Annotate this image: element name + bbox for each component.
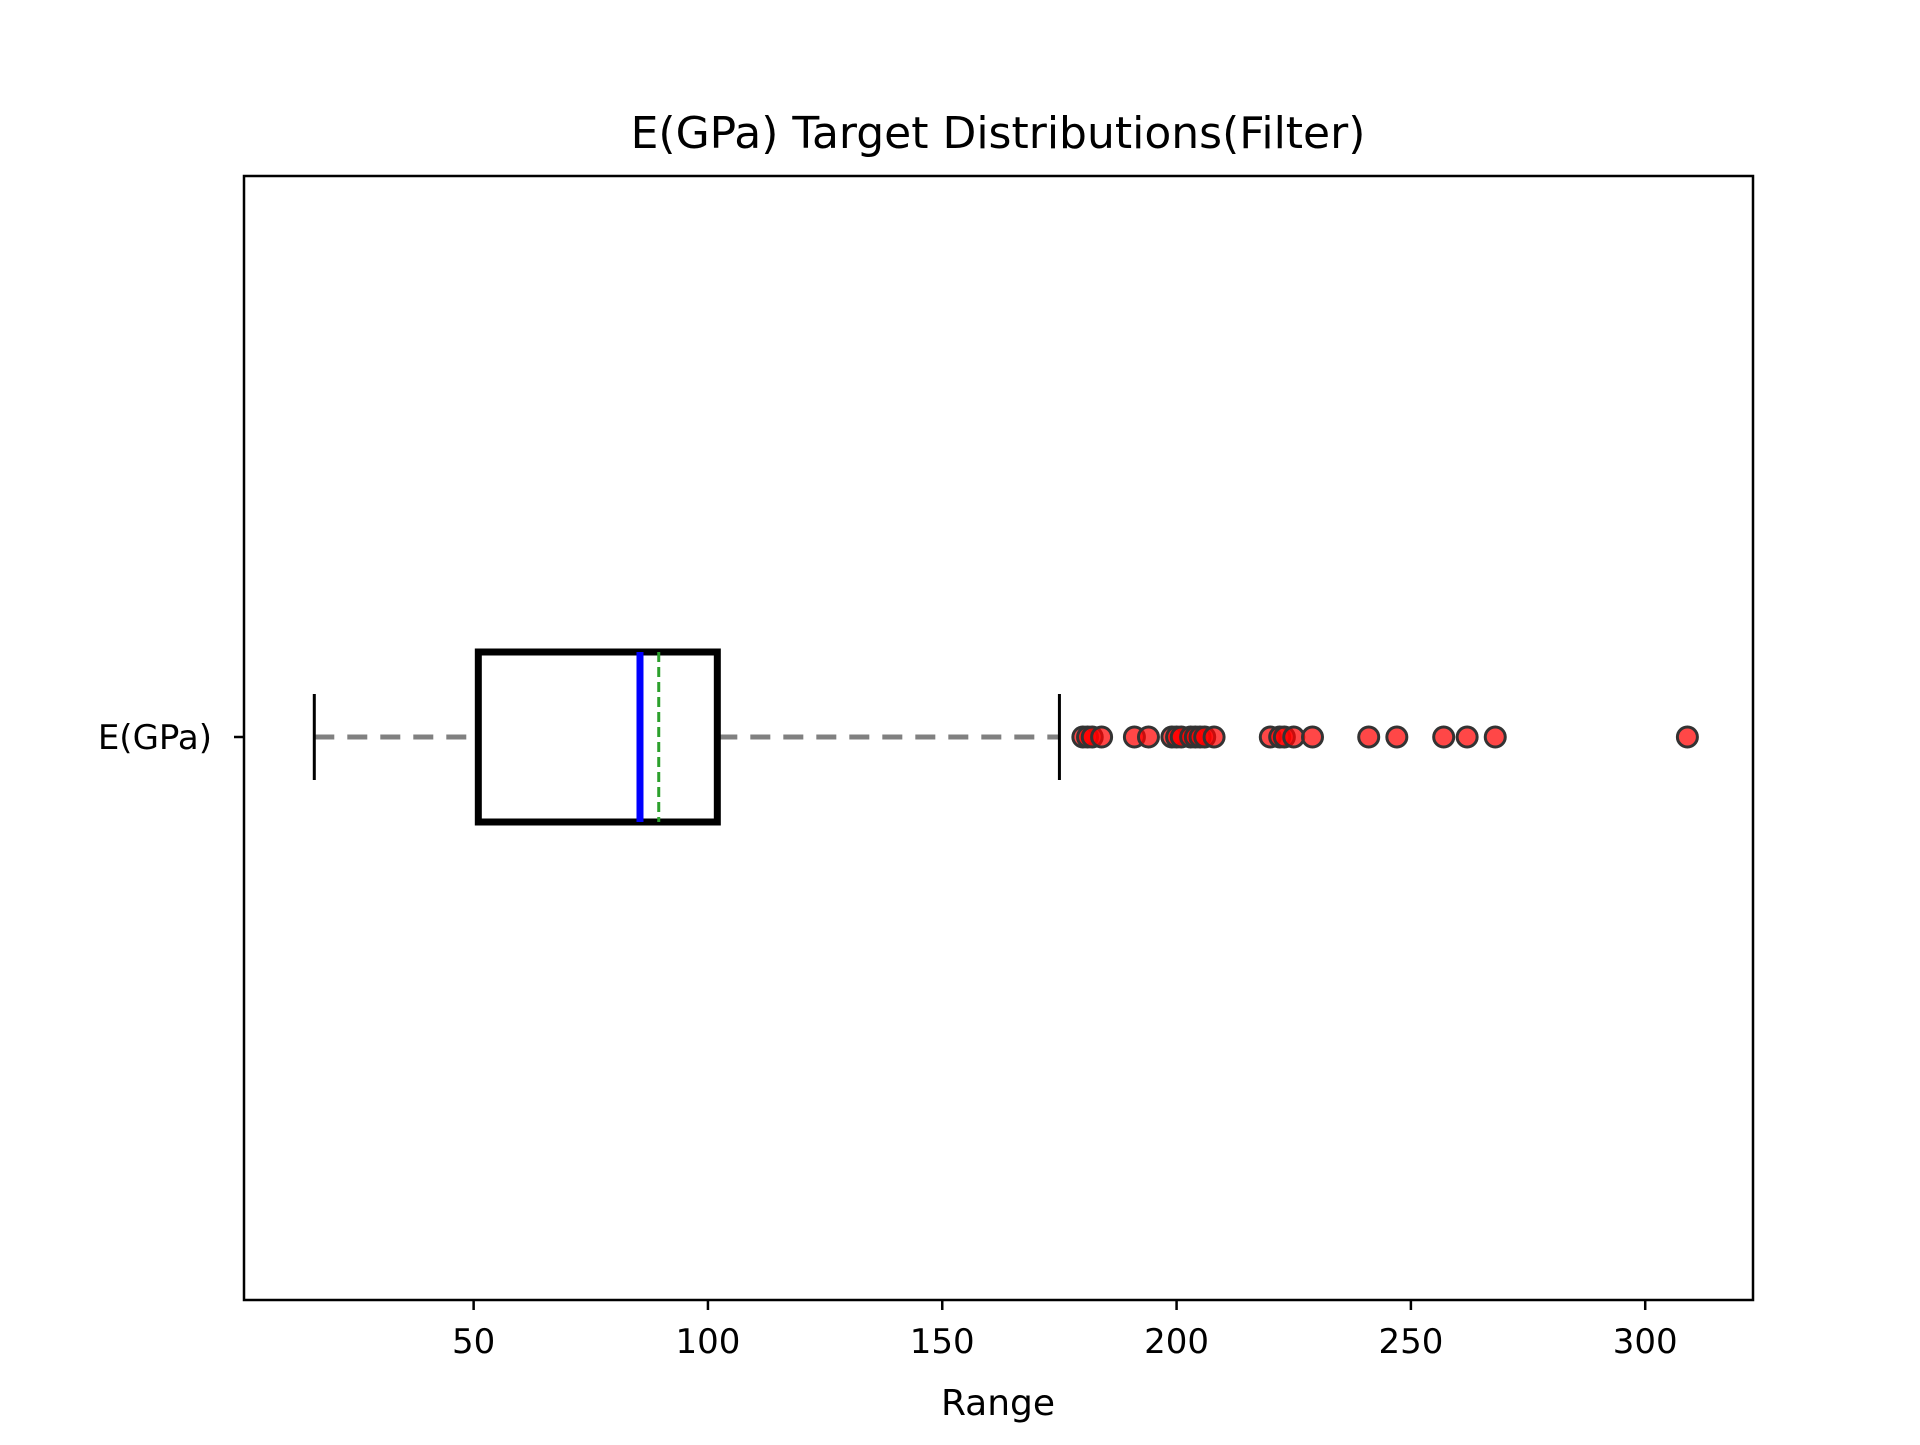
chart-title: E(GPa) Target Distributions(Filter): [631, 108, 1366, 159]
x-tick-label: 50: [452, 1322, 495, 1362]
x-tick-label: 150: [910, 1322, 975, 1362]
outlier-point: [1385, 725, 1409, 749]
outlier-point: [1483, 725, 1507, 749]
outlier-point: [1357, 725, 1381, 749]
x-tick-label: 250: [1378, 1322, 1443, 1362]
outlier-point: [1090, 725, 1114, 749]
outlier-point: [1675, 725, 1699, 749]
x-tick-label: 300: [1613, 1322, 1678, 1362]
outlier-point: [1432, 725, 1456, 749]
box-iqr: [474, 648, 721, 826]
chart-marks: [312, 648, 1699, 826]
outlier-point: [1202, 725, 1226, 749]
outlier-point: [1300, 725, 1324, 749]
y-axis-ticks: E(GPa): [98, 718, 244, 758]
outlier-point: [1455, 725, 1479, 749]
x-axis-label: Range: [941, 1383, 1055, 1424]
x-tick-label: 100: [675, 1322, 740, 1362]
y-tick-label: E(GPa): [98, 718, 212, 758]
x-tick-label: 200: [1144, 1322, 1209, 1362]
outlier-point: [1282, 725, 1306, 749]
outlier-point: [1136, 725, 1160, 749]
x-axis-ticks: 50 100 150 200 250 300: [452, 1300, 1678, 1362]
